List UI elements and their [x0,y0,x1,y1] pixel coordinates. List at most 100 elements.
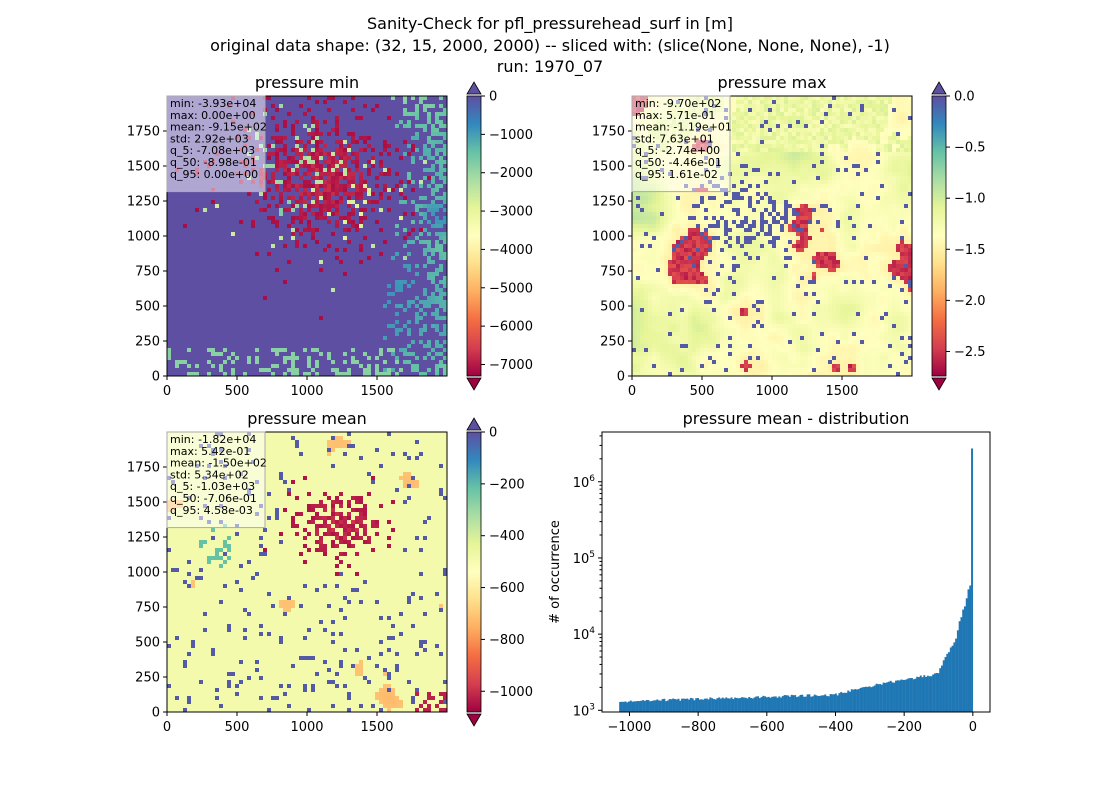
heatmap-cell [215,260,220,265]
heatmap-cell [195,372,200,377]
heatmap-cell [179,368,184,373]
heatmap-cell [371,176,376,181]
heatmap-cell [259,272,264,277]
heatmap-cell [283,232,288,237]
heatmap-cell [407,256,412,261]
heatmap-cell [331,372,336,377]
heatmap-cell [315,340,320,345]
heatmap-cell [351,220,356,225]
heatmap-cell [383,300,388,305]
heatmap-cell [391,232,396,237]
heatmap-cell [339,304,344,309]
heatmap-cell [379,268,384,273]
heatmap-cell [287,364,292,369]
heatmap-cell [227,252,232,257]
heatmap-cell [299,224,304,229]
heatmap-cell [439,364,444,369]
heatmap-cell [211,364,216,369]
heatmap-cell [223,312,228,317]
heatmap-cell [431,112,436,117]
heatmap-cell [443,360,448,365]
heatmap-cell [175,348,180,353]
heatmap-cell [371,108,376,113]
heatmap-cell [287,116,292,121]
heatmap-cell [283,332,288,337]
heatmap-cell [295,316,300,321]
heatmap-cell [331,132,336,137]
heatmap-cell [199,264,204,269]
heatmap-cell [391,168,396,173]
heatmap-cell [167,284,172,289]
heatmap-cell [271,328,276,333]
heatmap-cell [323,304,328,309]
heatmap-cell [199,352,204,357]
heatmap-cell [171,208,176,213]
heatmap-cell [251,364,256,369]
heatmap-cell [339,160,344,165]
heatmap-cell [279,112,284,117]
heatmap-cell [323,168,328,173]
heatmap-cell [319,260,324,265]
heatmap-cell [375,288,380,293]
heatmap-cell [195,292,200,297]
heatmap-cell [311,128,316,133]
heatmap-cell [283,304,288,309]
heatmap-cell [339,296,344,301]
heatmap-cell [367,212,372,217]
heatmap-cell [287,208,292,213]
heatmap-cell [327,172,332,177]
heatmap-cell [215,312,220,317]
heatmap-cell [283,372,288,377]
heatmap-cell [215,196,220,201]
heatmap-cell [283,112,288,117]
heatmap-cell [331,292,336,297]
heatmap-cell [315,192,320,197]
heatmap-cell [327,372,332,377]
heatmap-cell [299,248,304,253]
heatmap-cell [191,352,196,357]
heatmap-cell [179,248,184,253]
heatmap-cell [207,264,212,269]
heatmap-cell [215,208,220,213]
heatmap-cell [307,348,312,353]
heatmap-cell [215,280,220,285]
heatmap-cell [275,236,280,241]
heatmap-cell [223,264,228,269]
heatmap-cell [287,332,292,337]
heatmap-cell [307,320,312,325]
heatmap-cell [315,116,320,121]
heatmap-cell [383,96,388,101]
heatmap-cell [375,328,380,333]
heatmap-cell [327,360,332,365]
heatmap-cell [223,208,228,213]
heatmap-cell [239,292,244,297]
heatmap-cell [439,312,444,317]
heatmap-cell [355,224,360,229]
heatmap-cell [367,176,372,181]
heatmap-cell [367,344,372,349]
heatmap-cell [263,284,268,289]
heatmap-cell [235,236,240,241]
heatmap-cell [243,308,248,313]
heatmap-cell [179,236,184,241]
heatmap-cell [399,172,404,177]
heatmap-cell [219,272,224,277]
heatmap-cell [415,132,420,137]
heatmap-cell [167,232,172,237]
heatmap-cell [431,192,436,197]
heatmap-cell [183,372,188,377]
heatmap-cell [183,204,188,209]
heatmap-cell [203,364,208,369]
heatmap-cell [259,332,264,337]
heatmap-cell [427,324,432,329]
heatmap-cell [307,192,312,197]
heatmap-cell [375,208,380,213]
heatmap-cell [395,192,400,197]
heatmap-cell [271,216,276,221]
heatmap-cell [415,220,420,225]
heatmap-cell [247,272,252,277]
heatmap-cell [319,104,324,109]
heatmap-cell [235,372,240,377]
heatmap-cell [255,360,260,365]
heatmap-cell [167,328,172,333]
